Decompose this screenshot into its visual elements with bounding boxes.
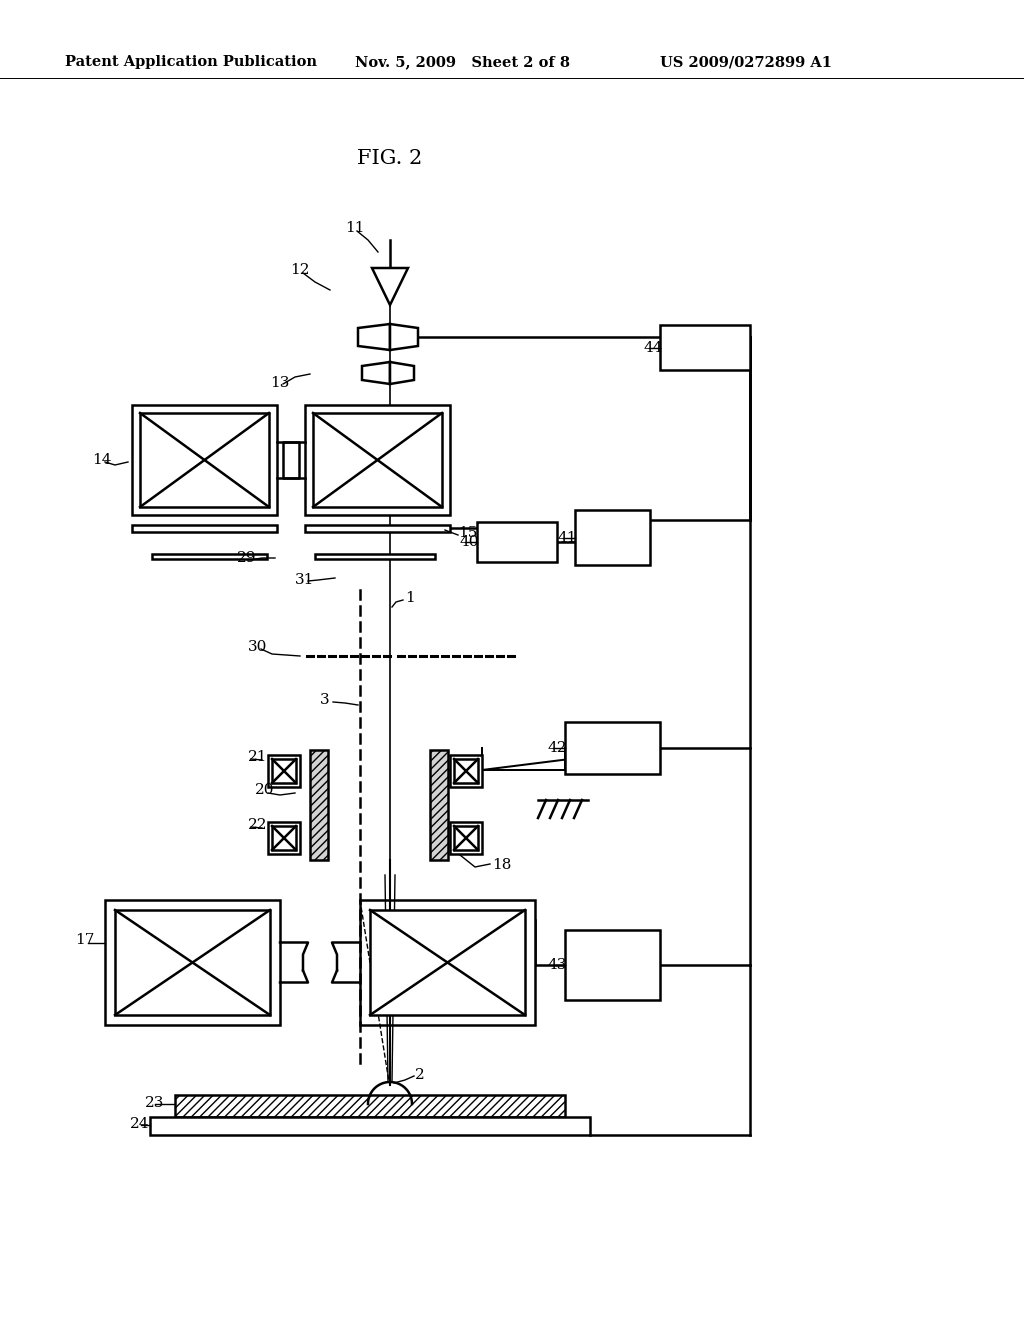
- Text: 1: 1: [406, 591, 415, 605]
- Bar: [450, 822, 482, 854]
- Bar: [565, 722, 660, 774]
- Bar: [132, 405, 278, 515]
- Bar: [310, 750, 328, 861]
- Bar: [430, 750, 449, 861]
- Bar: [268, 822, 300, 854]
- Bar: [315, 553, 435, 558]
- Text: 21: 21: [248, 750, 267, 764]
- Bar: [450, 755, 482, 787]
- Text: 18: 18: [492, 858, 511, 873]
- Bar: [305, 405, 450, 515]
- Text: Nov. 5, 2009   Sheet 2 of 8: Nov. 5, 2009 Sheet 2 of 8: [355, 55, 570, 69]
- Polygon shape: [390, 323, 418, 350]
- Polygon shape: [358, 323, 390, 350]
- Bar: [132, 524, 278, 532]
- Text: 31: 31: [295, 573, 314, 587]
- Bar: [150, 1117, 590, 1135]
- Bar: [477, 521, 557, 562]
- Text: 20: 20: [255, 783, 274, 797]
- Bar: [454, 826, 478, 850]
- Text: 44: 44: [643, 341, 663, 355]
- Bar: [272, 826, 296, 850]
- Text: 17: 17: [75, 933, 94, 946]
- Text: FIG. 2: FIG. 2: [357, 149, 423, 168]
- Text: 13: 13: [270, 376, 290, 389]
- Text: 12: 12: [290, 263, 309, 277]
- Text: 29: 29: [237, 550, 256, 565]
- Text: 15: 15: [458, 525, 477, 540]
- Bar: [370, 909, 525, 1015]
- Text: 30: 30: [248, 640, 267, 653]
- Text: 41: 41: [558, 531, 578, 545]
- Text: 2: 2: [415, 1068, 425, 1082]
- Text: 43: 43: [548, 958, 567, 972]
- Bar: [140, 413, 269, 507]
- Bar: [175, 1096, 565, 1117]
- Bar: [575, 510, 650, 565]
- Text: 3: 3: [319, 693, 330, 708]
- Polygon shape: [362, 362, 390, 384]
- Bar: [268, 755, 300, 787]
- Text: Patent Application Publication: Patent Application Publication: [65, 55, 317, 69]
- Text: 42: 42: [548, 741, 567, 755]
- Bar: [272, 759, 296, 783]
- Bar: [305, 524, 450, 532]
- Text: 11: 11: [345, 220, 365, 235]
- Text: 24: 24: [130, 1117, 150, 1131]
- Polygon shape: [372, 268, 408, 305]
- Bar: [454, 759, 478, 783]
- Bar: [360, 900, 535, 1026]
- Bar: [152, 553, 267, 558]
- Text: 22: 22: [248, 818, 267, 832]
- Polygon shape: [390, 362, 414, 384]
- Bar: [565, 931, 660, 1001]
- Text: 40: 40: [460, 535, 479, 549]
- Text: 23: 23: [145, 1096, 165, 1110]
- Bar: [115, 909, 270, 1015]
- Text: 14: 14: [92, 453, 112, 467]
- Bar: [660, 325, 750, 370]
- Bar: [313, 413, 442, 507]
- Bar: [105, 900, 280, 1026]
- Text: US 2009/0272899 A1: US 2009/0272899 A1: [660, 55, 831, 69]
